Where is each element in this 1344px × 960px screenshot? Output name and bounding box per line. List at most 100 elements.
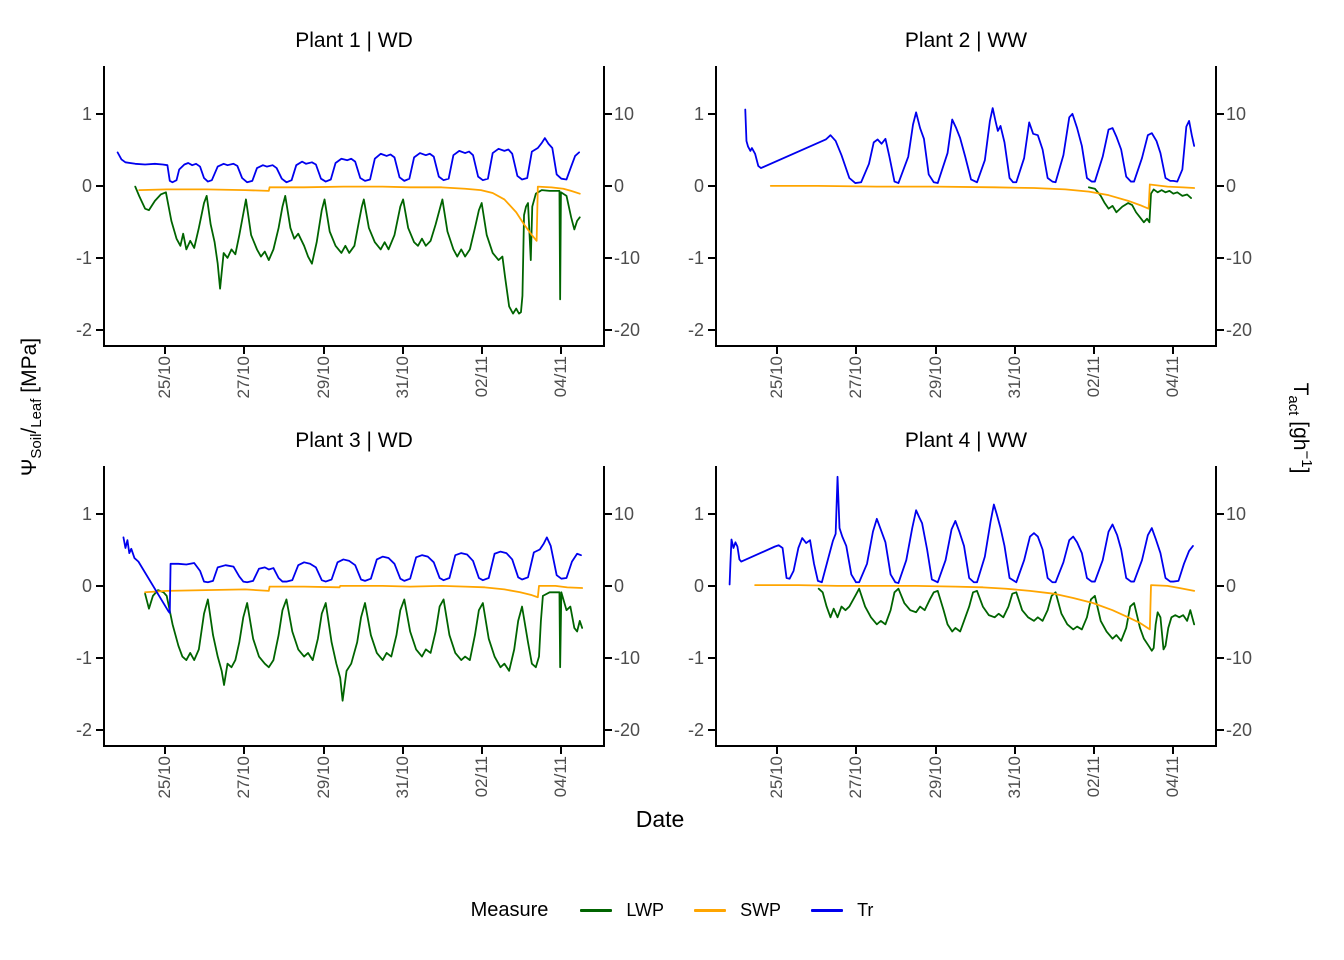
y-left-tick-label: -2 [75,319,92,340]
y-right-tick-label: 10 [1226,104,1247,125]
y-left-tick-label: -1 [687,647,704,668]
series-line-swp [144,584,584,599]
x-tick-mark [164,347,167,354]
y-right-tick-mark [1217,185,1224,188]
t-sub-act: act [1284,395,1302,416]
psi-sub-leaf: Leaf [28,398,46,428]
plot-panel-plant2 [715,66,1217,347]
y-left-tick-mark [96,113,103,116]
y-left-tick-label: -1 [75,647,92,668]
panel-title-plant2: Plant 2 | WW [904,29,1028,52]
y-left-tick-mark [708,728,715,731]
y-right-tick-mark [605,513,612,516]
y-left-tick-label: -1 [75,247,92,268]
x-tick-mark [401,747,404,754]
y-left-tick-label: -2 [687,319,704,340]
y-left-tick-label: 0 [693,576,704,597]
y-right-tick-mark [1217,513,1224,516]
y-left-tick-mark [708,513,715,516]
y-right-tick-label: 10 [614,104,635,125]
panel-title-plant1: Plant 1 | WD [295,29,413,52]
plot-panel-plant1 [103,66,605,347]
legend-title: Measure [470,898,549,921]
y-right-tick-label: 10 [1226,504,1247,525]
y-right-tick-mark [1217,328,1224,331]
x-tick-mark [934,747,937,754]
x-tick-mark [1013,347,1016,354]
series-line-tr [744,107,1196,184]
x-tick-label: 25/10 [767,356,787,399]
y-left-tick-label: 0 [81,576,92,597]
y-right-tick-label: -20 [1226,719,1253,740]
y-right-tick-mark [605,256,612,259]
y-right-tick-label: 0 [1226,576,1237,597]
legend-item-tr: Tr [811,900,873,921]
y-left-tick-mark [708,113,715,116]
y-right-tick-label: -10 [614,647,641,668]
psi-units: [MPa] [18,337,41,399]
x-tick-label: 02/11 [471,756,491,798]
psi-symbol: Ψ [18,458,41,477]
panel-4-series-svg [728,475,1196,652]
x-tick-mark [560,747,563,754]
x-tick-mark [934,347,937,354]
panel-3-series-svg [122,536,584,702]
legend-label-swp: SWP [740,899,782,920]
x-tick-mark [243,347,246,354]
panel-2-series-svg [744,107,1196,224]
x-tick-label: 25/10 [155,356,175,399]
y-right-tick-mark [1217,113,1224,116]
x-tick-mark [322,747,325,754]
y-right-tick-label: 10 [614,504,635,525]
y-right-tick-label: -10 [614,247,641,268]
x-tick-mark [243,747,246,754]
legend-item-lwp: LWP [580,900,664,921]
y-left-tick-mark [96,185,103,188]
x-tick-label: 29/10 [925,356,945,399]
x-tick-label: 04/11 [1163,756,1183,798]
swp-line-swatch [694,908,727,912]
legend-label-tr: Tr [857,899,874,920]
y-left-tick-label: 1 [81,104,92,125]
y-right-tick-label: -20 [1226,319,1253,340]
y-left-tick-mark [96,585,103,588]
t-sup-minus1: −1 [1298,450,1315,468]
x-tick-label: 27/10 [234,756,254,799]
y-left-tick-label: 1 [693,104,704,125]
x-tick-label: 04/11 [551,756,571,798]
y-left-tick-label: -2 [75,719,92,740]
panel-1-series-svg [116,137,581,315]
x-tick-label: 31/10 [1004,756,1024,799]
x-tick-label: 29/10 [313,756,333,799]
x-tick-label: 27/10 [846,756,866,799]
psi-sub-soil: Soil [28,433,46,459]
x-tick-label: 02/11 [471,356,491,398]
x-tick-mark [776,347,779,354]
series-line-lwp [817,587,1196,652]
y-left-tick-label: -2 [687,719,704,740]
x-tick-label: 31/10 [392,356,412,399]
x-tick-label: 27/10 [234,356,254,399]
x-tick-mark [560,347,563,354]
t-symbol: T [1289,382,1312,396]
x-tick-mark [480,347,483,354]
x-tick-label: 29/10 [313,356,333,399]
y-right-tick-mark [605,585,612,588]
y-left-tick-label: 1 [693,504,704,525]
x-tick-label: 02/11 [1083,356,1103,398]
series-line-tr [122,536,582,614]
y-right-tick-mark [1217,256,1224,259]
psi-slash: / [18,427,41,434]
x-tick-mark [1172,347,1175,354]
series-line-lwp [144,589,584,702]
x-tick-label: 27/10 [846,356,866,399]
y-right-tick-label: -20 [614,319,641,340]
x-tick-mark [401,347,404,354]
legend-item-swp: SWP [694,900,781,921]
x-tick-mark [855,747,858,754]
y-left-tick-mark [96,256,103,259]
x-tick-mark [776,747,779,754]
y-right-tick-label: -10 [1226,247,1253,268]
y-left-tick-label: 0 [693,176,704,197]
